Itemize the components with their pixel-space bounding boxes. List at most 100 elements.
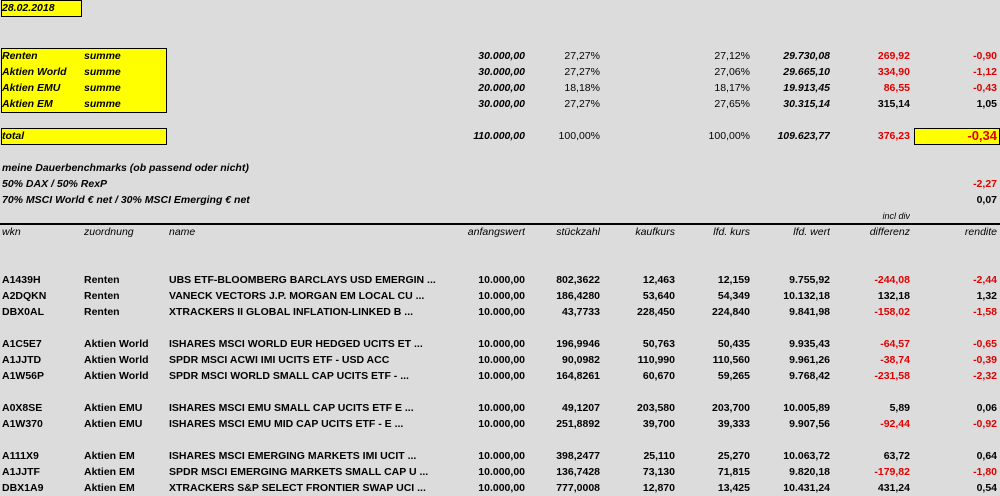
summary-lfd-wert[interactable]: 19.913,45: [783, 82, 830, 94]
summary-differenz[interactable]: 269,92: [877, 50, 910, 62]
summary-pct-current[interactable]: 18,17%: [714, 82, 750, 94]
row-name[interactable]: SPDR MSCI WORLD SMALL CAP UCITS ETF - ..…: [169, 370, 409, 382]
row-lfd-wert[interactable]: 9.768,42: [789, 370, 830, 382]
row-zuordnung[interactable]: Aktien EM: [84, 450, 135, 462]
row-stueckzahl[interactable]: 164,8261: [556, 370, 600, 382]
header-rendite[interactable]: rendite: [964, 226, 997, 238]
summary-pct[interactable]: 27,27%: [564, 50, 600, 62]
row-stueckzahl[interactable]: 49,1207: [562, 402, 600, 414]
row-kaufkurs[interactable]: 228,450: [637, 306, 675, 318]
summary-differenz[interactable]: 86,55: [883, 82, 910, 94]
row-name[interactable]: XTRACKERS S&P SELECT FRONTIER SWAP UCI .…: [169, 482, 426, 494]
total-rendite[interactable]: -0,34: [967, 128, 997, 143]
row-differenz[interactable]: -92,44: [880, 418, 910, 430]
row-anfangswert[interactable]: 10.000,00: [478, 482, 525, 494]
row-zuordnung[interactable]: Aktien EM: [84, 482, 135, 494]
row-differenz[interactable]: -38,74: [880, 354, 910, 366]
row-kaufkurs[interactable]: 60,670: [642, 370, 675, 382]
summary-rendite[interactable]: -1,12: [973, 66, 997, 78]
row-lfd-kurs[interactable]: 13,425: [717, 482, 750, 494]
summary-sub[interactable]: summe: [84, 66, 121, 78]
row-lfd-wert[interactable]: 10.005,89: [783, 402, 830, 414]
summary-pct-current[interactable]: 27,65%: [714, 98, 750, 110]
summary-lfd-wert[interactable]: 29.730,08: [783, 50, 830, 62]
row-lfd-wert[interactable]: 9.755,92: [789, 274, 830, 286]
row-anfangswert[interactable]: 10.000,00: [478, 418, 525, 430]
row-lfd-kurs[interactable]: 50,435: [717, 338, 750, 350]
row-kaufkurs[interactable]: 110,990: [637, 354, 675, 366]
row-name[interactable]: ISHARES MSCI EMERGING MARKETS IMI UCIT .…: [169, 450, 417, 462]
summary-sub[interactable]: summe: [84, 82, 121, 94]
row-stueckzahl[interactable]: 777,0008: [556, 482, 600, 494]
header-kaufkurs[interactable]: kaufkurs: [635, 226, 675, 238]
header-lfd-kurs[interactable]: lfd. kurs: [713, 226, 750, 238]
row-zuordnung[interactable]: Renten: [84, 306, 120, 318]
row-wkn[interactable]: A1439H: [2, 274, 41, 286]
header-zuordnung[interactable]: zuordnung: [84, 226, 134, 238]
summary-differenz[interactable]: 315,14: [877, 98, 910, 110]
row-wkn[interactable]: A2DQKN: [2, 290, 47, 302]
row-anfangswert[interactable]: 10.000,00: [478, 290, 525, 302]
row-lfd-kurs[interactable]: 12,159: [717, 274, 750, 286]
row-differenz[interactable]: 132,18: [877, 290, 910, 302]
total-pct-current[interactable]: 100,00%: [708, 130, 750, 142]
row-wkn[interactable]: DBX0AL: [2, 306, 45, 318]
row-lfd-kurs[interactable]: 25,270: [717, 450, 750, 462]
row-zuordnung[interactable]: Aktien EMU: [84, 418, 143, 430]
total-label[interactable]: total: [2, 130, 25, 142]
summary-pct[interactable]: 27,27%: [564, 66, 600, 78]
row-anfangswert[interactable]: 10.000,00: [478, 370, 525, 382]
benchmark-label[interactable]: 50% DAX / 50% RexP: [2, 178, 108, 190]
row-wkn[interactable]: A0X8SE: [2, 402, 43, 414]
header-differenz[interactable]: differenz: [869, 226, 910, 238]
row-anfangswert[interactable]: 10.000,00: [478, 466, 525, 478]
row-lfd-wert[interactable]: 9.961,26: [789, 354, 830, 366]
summary-anfangswert[interactable]: 30.000,00: [478, 66, 525, 78]
row-kaufkurs[interactable]: 53,640: [642, 290, 675, 302]
row-zuordnung[interactable]: Renten: [84, 274, 120, 286]
row-differenz[interactable]: -64,57: [880, 338, 910, 350]
row-zuordnung[interactable]: Aktien World: [84, 370, 149, 382]
row-stueckzahl[interactable]: 398,2477: [556, 450, 600, 462]
summary-sub[interactable]: summe: [84, 98, 121, 110]
summary-sub[interactable]: summe: [84, 50, 121, 62]
row-wkn[interactable]: DBX1A9: [2, 482, 44, 494]
row-anfangswert[interactable]: 10.000,00: [478, 450, 525, 462]
summary-pct[interactable]: 18,18%: [564, 82, 600, 94]
summary-label[interactable]: Renten: [2, 50, 38, 62]
benchmark-value[interactable]: 0,07: [976, 194, 997, 206]
row-lfd-kurs[interactable]: 54,349: [717, 290, 750, 302]
summary-pct-current[interactable]: 27,12%: [714, 50, 750, 62]
benchmark-label[interactable]: 70% MSCI World € net / 30% MSCI Emerging…: [2, 194, 250, 206]
row-kaufkurs[interactable]: 203,580: [637, 402, 675, 414]
row-wkn[interactable]: A1W370: [2, 418, 43, 430]
header-lfd-wert[interactable]: lfd. wert: [793, 226, 830, 238]
row-lfd-kurs[interactable]: 39,333: [717, 418, 750, 430]
row-kaufkurs[interactable]: 39,700: [642, 418, 675, 430]
row-zuordnung[interactable]: Aktien EM: [84, 466, 135, 478]
row-anfangswert[interactable]: 10.000,00: [478, 274, 525, 286]
row-rendite[interactable]: -0,65: [973, 338, 997, 350]
summary-label[interactable]: Aktien World: [2, 66, 67, 78]
row-stueckzahl[interactable]: 186,4280: [556, 290, 600, 302]
summary-anfangswert[interactable]: 30.000,00: [478, 98, 525, 110]
row-lfd-kurs[interactable]: 71,815: [717, 466, 750, 478]
row-wkn[interactable]: A1JJTD: [2, 354, 42, 366]
row-differenz[interactable]: 5,89: [889, 402, 910, 414]
row-lfd-wert[interactable]: 9.820,18: [789, 466, 830, 478]
summary-pct[interactable]: 27,27%: [564, 98, 600, 110]
total-lfd-wert[interactable]: 109.623,77: [777, 130, 830, 142]
row-lfd-wert[interactable]: 10.132,18: [783, 290, 830, 302]
benchmarks-title[interactable]: meine Dauerbenchmarks (ob passend oder n…: [2, 162, 249, 174]
row-name[interactable]: SPDR MSCI EMERGING MARKETS SMALL CAP U .…: [169, 466, 429, 478]
row-rendite[interactable]: -2,44: [973, 274, 997, 286]
row-rendite[interactable]: 0,06: [976, 402, 997, 414]
summary-anfangswert[interactable]: 20.000,00: [478, 82, 525, 94]
row-wkn[interactable]: A111X9: [2, 450, 39, 462]
row-anfangswert[interactable]: 10.000,00: [478, 306, 525, 318]
header-anfangswert[interactable]: anfangswert: [467, 226, 525, 238]
benchmark-value[interactable]: -2,27: [973, 178, 997, 190]
row-name[interactable]: VANECK VECTORS J.P. MORGAN EM LOCAL CU .…: [169, 290, 425, 302]
row-lfd-wert[interactable]: 9.841,98: [789, 306, 830, 318]
summary-rendite[interactable]: -0,90: [973, 50, 997, 62]
